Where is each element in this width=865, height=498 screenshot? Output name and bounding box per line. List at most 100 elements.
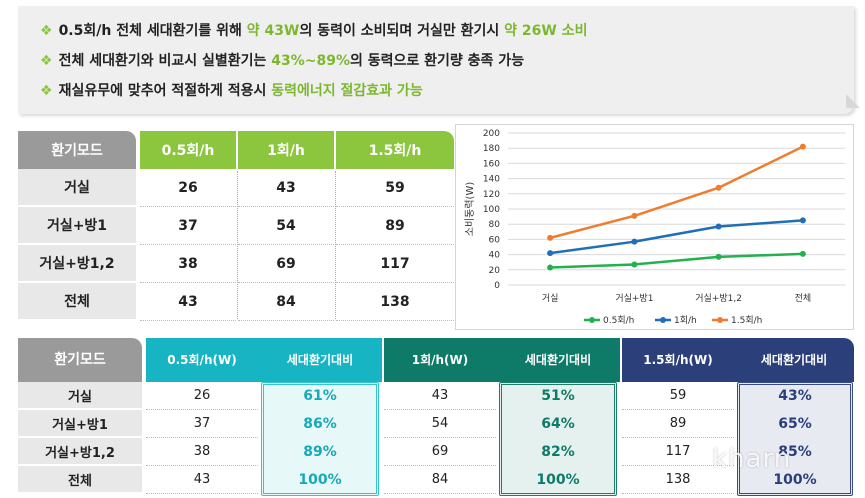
column-divider bbox=[237, 171, 238, 319]
table-cell: 117 bbox=[336, 245, 454, 283]
legend-marker bbox=[717, 317, 723, 323]
data-point bbox=[715, 253, 722, 260]
rate-label: 1.5회/h bbox=[643, 352, 689, 367]
y-tick-label: 120 bbox=[483, 190, 500, 200]
highlight-box bbox=[737, 382, 853, 496]
table-header-compare: 세대환기대비 bbox=[734, 338, 854, 382]
percent-cell: 100% bbox=[298, 472, 342, 488]
y-tick-label: 140 bbox=[483, 175, 500, 185]
table-header-rate: 1.5회/h bbox=[336, 131, 454, 169]
row-label: 전체 bbox=[18, 466, 142, 494]
table-cell: 43 bbox=[140, 283, 236, 321]
table-cell: 69 bbox=[238, 245, 334, 283]
percent-cell: 89% bbox=[303, 444, 337, 460]
percent-cell: 86% bbox=[303, 416, 337, 432]
percent-cell: 100% bbox=[773, 472, 817, 488]
table-cell: 26 bbox=[140, 169, 236, 207]
table-header-rate: 0.5회/h (W) bbox=[146, 338, 258, 382]
banner-fold bbox=[846, 94, 860, 108]
percent-cell: 61% bbox=[303, 388, 337, 404]
table-cell: 138 bbox=[622, 466, 734, 494]
banner-text: 재실유무에 맞추어 적절하게 적용시 bbox=[58, 83, 272, 99]
percent-cell: 82% bbox=[541, 444, 575, 460]
data-point bbox=[799, 217, 806, 224]
series-line bbox=[550, 252, 803, 269]
data-point bbox=[547, 234, 554, 241]
table-cell: 38 bbox=[140, 245, 236, 283]
table-cell: 43 bbox=[238, 169, 334, 207]
data-point bbox=[547, 250, 554, 257]
table-cell: 89 bbox=[622, 410, 734, 438]
banner-line-3: ❖ 재실유무에 맞추어 적절하게 적용시 동력에너지 절감효과 가능 bbox=[40, 80, 423, 100]
banner-text: 0.5회/h 전체 세대환기를 위해 bbox=[58, 23, 247, 39]
data-point bbox=[715, 223, 722, 230]
series-line bbox=[549, 145, 804, 240]
x-tick-label: 거실+방1,2 bbox=[695, 293, 742, 304]
legend-entry: 1.5회/h bbox=[731, 315, 762, 326]
table-cell: 138 bbox=[336, 283, 454, 321]
unit-label: (W) bbox=[688, 352, 713, 367]
table-cell: 43 bbox=[384, 382, 496, 410]
rate-label: 0.5회/h bbox=[167, 352, 213, 367]
power-line-chart: 0 20 40 60 80 100 120 140 160 180 200 거실 거실+방1 거실+방1,… bbox=[455, 124, 854, 330]
diamond-bullet-icon: ❖ bbox=[40, 83, 53, 99]
table-cell: 69 bbox=[384, 438, 496, 466]
row-label: 거실 bbox=[18, 169, 136, 207]
row-label: 거실+방1,2 bbox=[18, 245, 136, 283]
table-header-mode: 환기모드 bbox=[18, 131, 136, 169]
data-point bbox=[631, 261, 638, 268]
table-cell: 37 bbox=[140, 207, 236, 245]
table-header-rate: 1회/h (W) bbox=[384, 338, 496, 382]
y-tick-label: 160 bbox=[483, 159, 500, 169]
y-tick-label: 180 bbox=[483, 144, 500, 154]
banner-text: 의 동력으로 환기량 충족 가능 bbox=[350, 53, 525, 69]
y-tick-label: 20 bbox=[489, 266, 501, 276]
table-cell: 43 bbox=[146, 466, 258, 494]
watermark-logo: kharn bbox=[712, 444, 792, 474]
legend-entry: 0.5회/h bbox=[603, 315, 634, 326]
banner-highlight: 약 26W 소비 bbox=[504, 23, 588, 39]
diamond-bullet-icon: ❖ bbox=[40, 23, 53, 39]
percent-cell: 85% bbox=[778, 444, 812, 460]
table-cell: 84 bbox=[384, 466, 496, 494]
series-line bbox=[549, 219, 803, 255]
row-label: 거실+방1,2 bbox=[18, 438, 142, 466]
unit-label: (W) bbox=[212, 352, 237, 367]
percent-cell: 43% bbox=[778, 388, 812, 404]
row-label: 거실+방1 bbox=[18, 207, 136, 245]
percent-cell: 65% bbox=[778, 416, 812, 432]
y-axis-label: 소비동력(W) bbox=[464, 182, 476, 237]
table-header-rate: 1.5회/h (W) bbox=[622, 338, 734, 382]
unit-label: (W) bbox=[444, 352, 469, 367]
highlight-box bbox=[499, 382, 617, 496]
x-tick-label: 거실 bbox=[542, 293, 559, 304]
row-label: 거실 bbox=[18, 382, 142, 410]
table-cell: 117 bbox=[622, 438, 734, 466]
table-cell: 84 bbox=[238, 283, 334, 321]
banner-text: 전체 세대환기와 비교시 실별환기는 bbox=[58, 53, 272, 69]
data-point bbox=[547, 264, 554, 271]
data-point bbox=[631, 212, 638, 219]
table-cell: 37 bbox=[146, 410, 258, 438]
y-tick-label: 200 bbox=[483, 129, 500, 139]
data-point bbox=[799, 143, 806, 150]
percent-cell: 64% bbox=[541, 416, 575, 432]
table-header-rate: 0.5회/h bbox=[140, 131, 236, 169]
y-tick-label: 80 bbox=[489, 220, 501, 230]
table-header-compare: 세대환기대비 bbox=[258, 338, 382, 382]
y-tick-label: 60 bbox=[489, 235, 501, 245]
data-point bbox=[799, 250, 806, 257]
summary-banner: ❖ 0.5회/h 전체 세대환기를 위해 약 43W의 동력이 소비되며 거실만 … bbox=[18, 6, 860, 114]
percent-cell: 100% bbox=[536, 472, 580, 488]
banner-highlight: 약 43W bbox=[246, 23, 300, 39]
table-header-mode: 환기모드 bbox=[18, 338, 142, 382]
y-tick-label: 40 bbox=[489, 251, 501, 261]
table-cell: 54 bbox=[238, 207, 334, 245]
banner-text: 의 동력이 소비되며 거실만 환기시 bbox=[299, 23, 505, 39]
table-cell: 54 bbox=[384, 410, 496, 438]
legend-marker bbox=[589, 317, 595, 323]
highlight-box bbox=[261, 382, 379, 496]
column-divider bbox=[335, 171, 336, 319]
y-tick-label: 100 bbox=[483, 205, 500, 215]
row-label: 전체 bbox=[18, 283, 136, 321]
